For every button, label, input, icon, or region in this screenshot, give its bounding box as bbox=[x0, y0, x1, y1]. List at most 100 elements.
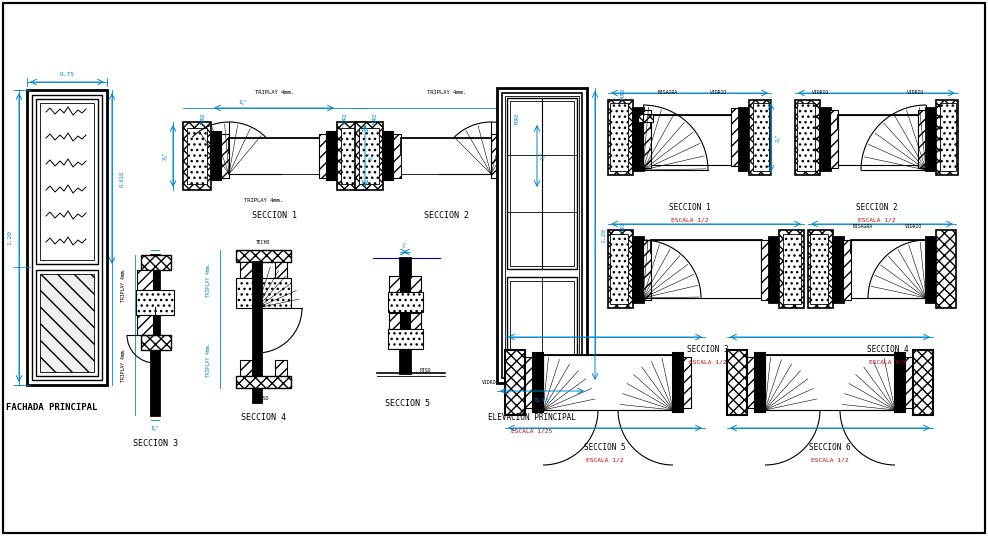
Bar bbox=[795, 100, 820, 175]
Bar bbox=[491, 134, 499, 178]
Text: BISAGRA: BISAGRA bbox=[853, 225, 873, 229]
Bar bbox=[510, 281, 574, 369]
Bar bbox=[497, 88, 587, 383]
Bar bbox=[505, 96, 579, 375]
Text: 1.20: 1.20 bbox=[8, 230, 13, 245]
Text: SECCION 4: SECCION 4 bbox=[240, 413, 286, 422]
Bar bbox=[141, 335, 171, 350]
Text: PISO: PISO bbox=[419, 369, 431, 374]
Bar bbox=[936, 230, 956, 308]
Text: ESCALA 1/2: ESCALA 1/2 bbox=[671, 218, 708, 222]
Text: TRIPLAY 4mm.: TRIPLAY 4mm. bbox=[243, 197, 283, 203]
Bar bbox=[410, 276, 421, 292]
Text: TRIPLAY 4mm.: TRIPLAY 4mm. bbox=[255, 90, 293, 94]
Bar bbox=[936, 100, 958, 175]
Bar bbox=[40, 274, 94, 372]
Bar bbox=[543, 355, 673, 365]
Bar bbox=[833, 237, 843, 302]
Bar bbox=[651, 115, 731, 165]
Bar bbox=[507, 277, 577, 373]
Bar bbox=[388, 292, 423, 312]
Text: MURO: MURO bbox=[343, 112, 348, 124]
Bar bbox=[769, 237, 779, 302]
Bar bbox=[27, 90, 107, 385]
Text: VIDRIO: VIDRIO bbox=[904, 225, 922, 229]
Text: 1.20: 1.20 bbox=[602, 228, 607, 243]
Bar bbox=[830, 110, 838, 168]
Bar bbox=[319, 134, 327, 178]
Bar bbox=[525, 357, 533, 408]
Bar bbox=[327, 132, 337, 180]
Text: PISO: PISO bbox=[257, 396, 269, 400]
Bar bbox=[229, 138, 319, 174]
Bar bbox=[236, 376, 291, 388]
Bar bbox=[643, 240, 651, 300]
Text: SECCION 5: SECCION 5 bbox=[584, 443, 625, 452]
Text: 0.75: 0.75 bbox=[59, 71, 74, 77]
Text: SECCION 1: SECCION 1 bbox=[252, 211, 296, 220]
Bar bbox=[383, 132, 393, 180]
Bar bbox=[633, 108, 643, 170]
Text: VIDRIO: VIDRIO bbox=[709, 91, 726, 95]
Bar bbox=[851, 240, 926, 298]
Bar bbox=[533, 353, 543, 412]
Bar bbox=[502, 93, 582, 378]
Bar bbox=[843, 240, 851, 300]
Bar bbox=[410, 313, 421, 329]
Bar bbox=[507, 98, 577, 269]
Bar bbox=[229, 138, 319, 152]
Bar bbox=[136, 290, 174, 315]
Bar bbox=[505, 350, 525, 415]
Bar bbox=[727, 350, 747, 415]
Bar bbox=[36, 99, 98, 264]
Text: ELEVACION PRINCIPAL: ELEVACION PRINCIPAL bbox=[488, 413, 576, 422]
Bar bbox=[388, 329, 423, 349]
Text: MURO: MURO bbox=[201, 112, 206, 124]
Bar bbox=[820, 108, 830, 170]
Bar bbox=[240, 360, 252, 376]
Text: TRIPLAY 4mm.: TRIPLAY 4mm. bbox=[427, 90, 465, 94]
Text: TECHO: TECHO bbox=[256, 241, 270, 245]
Bar bbox=[651, 240, 761, 252]
Text: ESCALA 1/2: ESCALA 1/2 bbox=[690, 360, 727, 364]
Bar bbox=[137, 270, 153, 290]
Bar bbox=[389, 276, 400, 292]
Bar bbox=[755, 353, 765, 412]
Text: SECCION 2: SECCION 2 bbox=[424, 211, 468, 220]
Bar bbox=[851, 240, 926, 252]
Bar bbox=[739, 108, 749, 170]
Bar bbox=[643, 110, 651, 168]
Bar bbox=[141, 255, 171, 270]
Bar bbox=[240, 262, 252, 278]
Bar bbox=[183, 122, 211, 190]
Bar bbox=[761, 240, 769, 300]
Bar bbox=[253, 262, 261, 402]
Bar bbox=[926, 108, 936, 170]
Bar bbox=[499, 132, 509, 180]
Bar bbox=[683, 357, 691, 408]
Text: MURO: MURO bbox=[372, 112, 377, 124]
Bar bbox=[36, 270, 98, 376]
Text: SECCION 3: SECCION 3 bbox=[688, 346, 729, 354]
Text: BISAGRA: BISAGRA bbox=[658, 91, 678, 95]
Bar bbox=[747, 357, 755, 408]
Text: TRIPLAY 4mm.: TRIPLAY 4mm. bbox=[206, 263, 210, 297]
Text: 1¼": 1¼" bbox=[151, 426, 159, 430]
Text: VIDRIO: VIDRIO bbox=[811, 91, 829, 95]
Text: ¾": ¾" bbox=[402, 242, 408, 248]
Text: SECCION 6: SECCION 6 bbox=[809, 443, 851, 452]
Bar bbox=[940, 103, 956, 171]
Text: ESCALA 1/2: ESCALA 1/2 bbox=[859, 218, 896, 222]
Text: 2¼": 2¼" bbox=[369, 152, 373, 160]
Bar bbox=[765, 355, 895, 410]
Text: 0.618: 0.618 bbox=[120, 170, 124, 187]
Bar bbox=[765, 355, 895, 365]
Bar bbox=[151, 255, 159, 415]
Text: SECCION 3: SECCION 3 bbox=[132, 438, 178, 448]
Bar bbox=[895, 353, 905, 412]
Bar bbox=[810, 234, 828, 304]
Bar bbox=[509, 122, 537, 190]
Text: FACHADA PRINCIPAL: FACHADA PRINCIPAL bbox=[6, 403, 98, 412]
Bar bbox=[638, 114, 653, 122]
Text: VIDRIO: VIDRIO bbox=[906, 91, 924, 95]
